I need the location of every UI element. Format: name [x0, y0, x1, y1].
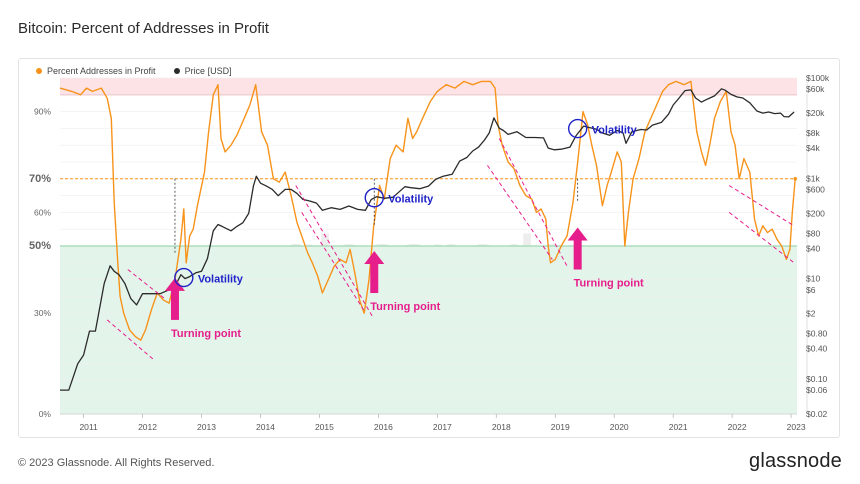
y-right-tick-label: $0.06: [806, 385, 828, 395]
trend-line: [295, 185, 373, 317]
y-right-tick-label: $8k: [806, 128, 820, 138]
volatility-label: Volatility: [592, 125, 638, 137]
y-left-tick-label: 50%: [29, 240, 51, 252]
y-right-tick-label: $20k: [806, 108, 825, 118]
legend-item-percent[interactable]: Percent Addresses in Profit: [36, 66, 156, 76]
turning-point-arrow-head: [364, 251, 385, 265]
turning-point-arrow-shaft: [170, 289, 179, 320]
y-right-tick-label: $0.40: [806, 344, 828, 354]
x-tick-label: 2012: [138, 422, 157, 432]
y-left-tick-label: 0%: [39, 409, 52, 419]
y-left-tick-label: 70%: [29, 173, 51, 185]
chart-frame: [18, 58, 840, 438]
x-tick-label: 2018: [492, 422, 511, 432]
x-tick-label: 2013: [197, 422, 216, 432]
x-tick-label: 2017: [433, 422, 452, 432]
turning-point-arrow-shaft: [370, 263, 379, 294]
turning-point-label: Turning point: [574, 278, 644, 290]
x-tick-label: 2015: [315, 422, 334, 432]
y-left-tick-label: 60%: [34, 207, 51, 217]
turning-point-arrow-head: [164, 277, 185, 291]
turning-point-arrow-head: [567, 227, 588, 241]
turning-point-label: Turning point: [171, 328, 241, 340]
y-right-tick-label: $0.80: [806, 329, 828, 339]
x-tick-label: 2019: [551, 422, 570, 432]
glassnode-logo[interactable]: glassnode: [749, 450, 842, 472]
volatility-label: Volatility: [388, 194, 434, 206]
trend-line: [106, 319, 155, 361]
y-left-tick-label: 30%: [34, 308, 51, 318]
x-tick-label: 2021: [669, 422, 688, 432]
legend: Percent Addresses in Profit Price [USD]: [36, 66, 232, 76]
y-right-tick-label: $6: [806, 285, 816, 295]
y-right-tick-label: $80: [806, 228, 820, 238]
legend-dot-price: [173, 68, 180, 74]
y-right-tick-label: $60k: [806, 84, 825, 94]
legend-label-percent: Percent Addresses in Profit: [47, 66, 156, 76]
trend-line: [127, 269, 167, 301]
y-right-tick-label: $10: [806, 274, 820, 284]
x-tick-label: 2023: [787, 422, 806, 432]
turning-point-arrow-shaft: [573, 239, 582, 270]
trend-line: [487, 165, 553, 260]
legend-item-price[interactable]: Price [USD]: [173, 66, 232, 76]
series-percent-endpoint: [793, 177, 798, 181]
y-right-tick-label: $2: [806, 309, 816, 319]
legend-dot-percent: [36, 68, 42, 74]
y-right-tick-label: $40: [806, 243, 820, 253]
chart-title: Bitcoin: Percent of Addresses in Profit: [18, 20, 269, 37]
trend-line: [498, 138, 568, 267]
legend-label-price: Price [USD]: [184, 66, 232, 76]
series-percent-line: [59, 80, 796, 341]
y-right-tick-label: $600: [806, 184, 825, 194]
y-right-tick-label: $100k: [806, 73, 830, 83]
volatility-circle: [567, 118, 588, 139]
x-tick-label: 2016: [374, 422, 393, 432]
series-price-line: [60, 88, 795, 391]
trend-line: [728, 185, 795, 227]
band-upper: [60, 78, 797, 95]
volatility-circle: [174, 267, 194, 288]
y-right-tick-label: $0.02: [806, 409, 828, 419]
x-tick-label: 2022: [728, 422, 747, 432]
trend-line: [301, 212, 365, 311]
volatility-label: Volatility: [198, 274, 244, 286]
y-right-tick-label: $4k: [806, 143, 820, 153]
volatility-circle: [364, 188, 384, 208]
footer-copyright: © 2023 Glassnode. All Rights Reserved.: [18, 457, 215, 469]
y-right-tick-label: $200: [806, 208, 825, 218]
x-tick-label: 2011: [79, 422, 98, 432]
x-tick-label: 2014: [256, 422, 275, 432]
y-right-tick-label: $1k: [806, 173, 820, 183]
turning-point-label: Turning point: [370, 301, 440, 313]
y-right-tick-label: $0.10: [806, 374, 828, 384]
y-left-tick-label: 90%: [34, 107, 51, 117]
x-tick-label: 2020: [610, 422, 629, 432]
